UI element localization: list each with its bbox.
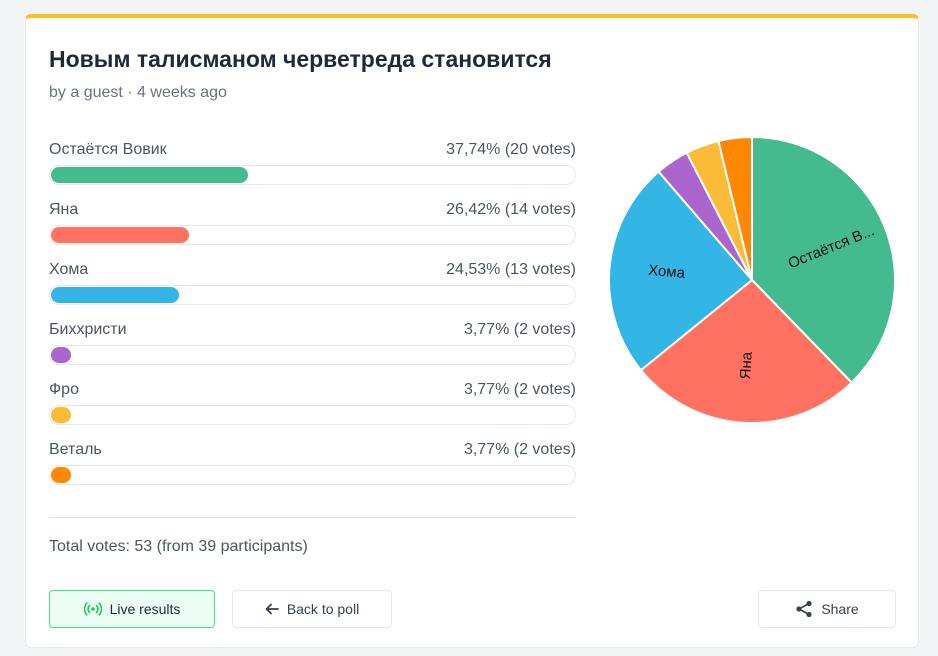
option-row: Остаётся Вовик 37,74% (20 votes) [49,138,576,198]
option-bar-track [49,405,576,425]
option-bar-track [49,465,576,485]
total-votes: Total votes: 53 (from 39 participants) [49,538,308,555]
option-label: Остаётся Вовик [49,141,167,158]
live-results-label: Live results [109,601,181,617]
back-to-poll-label: Back to poll [286,601,360,617]
option-label: Фро [49,381,79,398]
option-bar-fill [51,347,71,363]
option-bar-track [49,225,576,245]
pie-slice-label: Яна [737,351,756,380]
pie-chart: Остаётся В... Яна Хома [606,134,898,426]
option-value: 3,77% (2 votes) [463,381,576,398]
option-label: Яна [49,201,79,218]
broadcast-icon [83,602,102,616]
share-icon [795,600,813,618]
live-results-button[interactable]: Live results [49,590,215,628]
option-bar-fill [51,467,71,483]
divider [49,517,576,518]
option-value: 26,42% (14 votes) [446,201,576,218]
poll-results-card: Новым талисманом черветреда становится b… [25,14,919,648]
pie-slice [751,135,896,385]
option-bar-track [49,165,576,185]
option-label: Хома [49,261,89,278]
pie-slice [639,278,854,424]
poll-title: Новым талисманом черветреда становится [49,46,552,72]
option-bar-fill [51,287,180,303]
option-value: 3,77% (2 votes) [463,321,576,338]
share-button[interactable]: Share [758,590,896,628]
option-label: Веталь [49,441,102,458]
option-row: Яна 26,42% (14 votes) [49,198,576,258]
option-value: 24,53% (13 votes) [446,261,576,278]
option-value: 37,74% (20 votes) [446,141,576,158]
options-list: Остаётся Вовик 37,74% (20 votes) Яна 26,… [49,138,576,498]
option-row: Фро 3,77% (2 votes) [49,378,576,438]
option-row: Веталь 3,77% (2 votes) [49,438,576,498]
option-value: 3,77% (2 votes) [463,441,576,458]
option-bar-fill [51,167,249,183]
option-label: Биххристи [49,321,127,338]
arrow-left-icon [265,603,279,615]
option-bar-track [49,345,576,365]
option-row: Хома 24,53% (13 votes) [49,258,576,318]
pie-slice [608,170,754,372]
pie-slice [717,135,753,281]
option-bar-track [49,285,576,305]
option-bar-fill [51,407,71,423]
poll-meta: by a guest · 4 weeks ago [49,84,227,101]
option-row: Биххристи 3,77% (2 votes) [49,318,576,378]
share-label: Share [821,601,859,617]
option-bar-fill [51,227,190,243]
pie-slice-label: Хома [647,262,686,282]
back-to-poll-button[interactable]: Back to poll [232,590,392,628]
